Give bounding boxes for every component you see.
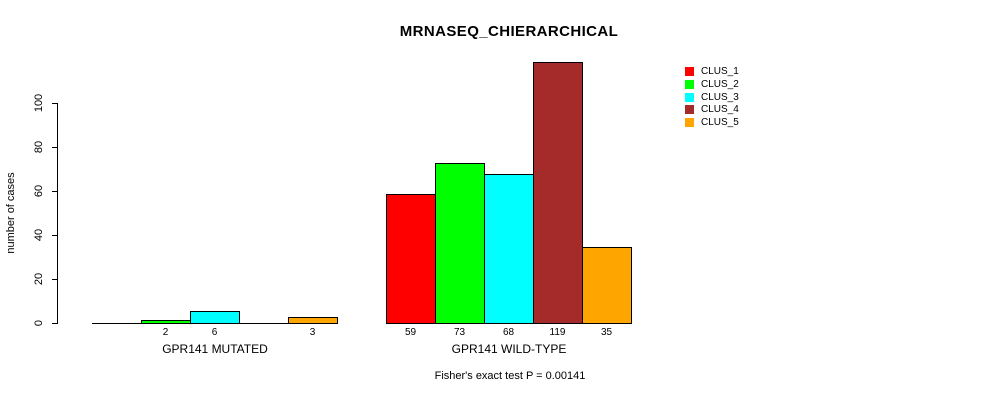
y-tick-mark [52,191,57,192]
bar-value-label: 68 [502,327,515,338]
bar-clus-5 [582,247,632,324]
bar-value-label: 35 [600,327,613,338]
legend-item-label: CLUS_1 [701,66,739,77]
y-tick-label: 20 [33,272,45,286]
group-label: GPR141 WILD-TYPE [451,342,567,356]
y-tick-mark [52,235,57,236]
bar-clus-5 [288,317,338,324]
legend-item-label: CLUS_5 [701,117,739,128]
bar-clus-2 [435,163,485,324]
legend-item: CLUS_3 [685,92,739,103]
bar-value-label: 3 [309,327,316,338]
chart-title: MRNASEQ_CHIERARCHICAL [399,23,619,40]
y-tick-label: 80 [33,140,45,154]
y-tick-label: 100 [33,93,45,113]
y-tick-mark [52,323,57,324]
bar-clus-1 [386,194,436,324]
y-tick-mark [52,147,57,148]
legend-color-swatch [685,93,694,102]
legend-item: CLUS_4 [685,104,739,115]
legend-color-swatch [685,105,694,114]
group-label: GPR141 MUTATED [162,342,268,356]
legend-color-swatch [685,67,694,76]
bar-clus-3 [484,174,534,324]
caption-fisher-test: Fisher's exact test P = 0.00141 [434,370,586,382]
bar-value-label: 119 [549,327,566,338]
bar-value-label: 6 [211,327,218,338]
bar-value-label: 73 [453,327,466,338]
bar-clus-2 [141,320,191,324]
y-tick-mark [52,103,57,104]
legend-item-label: CLUS_2 [701,79,739,90]
y-axis-title: number of cases [5,172,17,254]
legend-color-swatch [685,118,694,127]
bar-clus-3 [190,311,240,324]
legend-color-swatch [685,80,694,89]
legend-item-label: CLUS_3 [701,92,739,103]
y-tick-label: 60 [33,184,45,198]
legend-item: CLUS_2 [685,79,739,90]
y-axis-line [57,103,58,324]
bar-value-label: 59 [404,327,417,338]
y-tick-mark [52,279,57,280]
legend-item: CLUS_5 [685,117,739,128]
y-tick-label: 40 [33,228,45,242]
y-tick-label: 0 [33,319,45,327]
legend-item: CLUS_1 [685,66,739,77]
bar-clus-4 [533,62,583,324]
legend-item-label: CLUS_4 [701,104,739,115]
bar-value-label: 2 [162,327,169,338]
